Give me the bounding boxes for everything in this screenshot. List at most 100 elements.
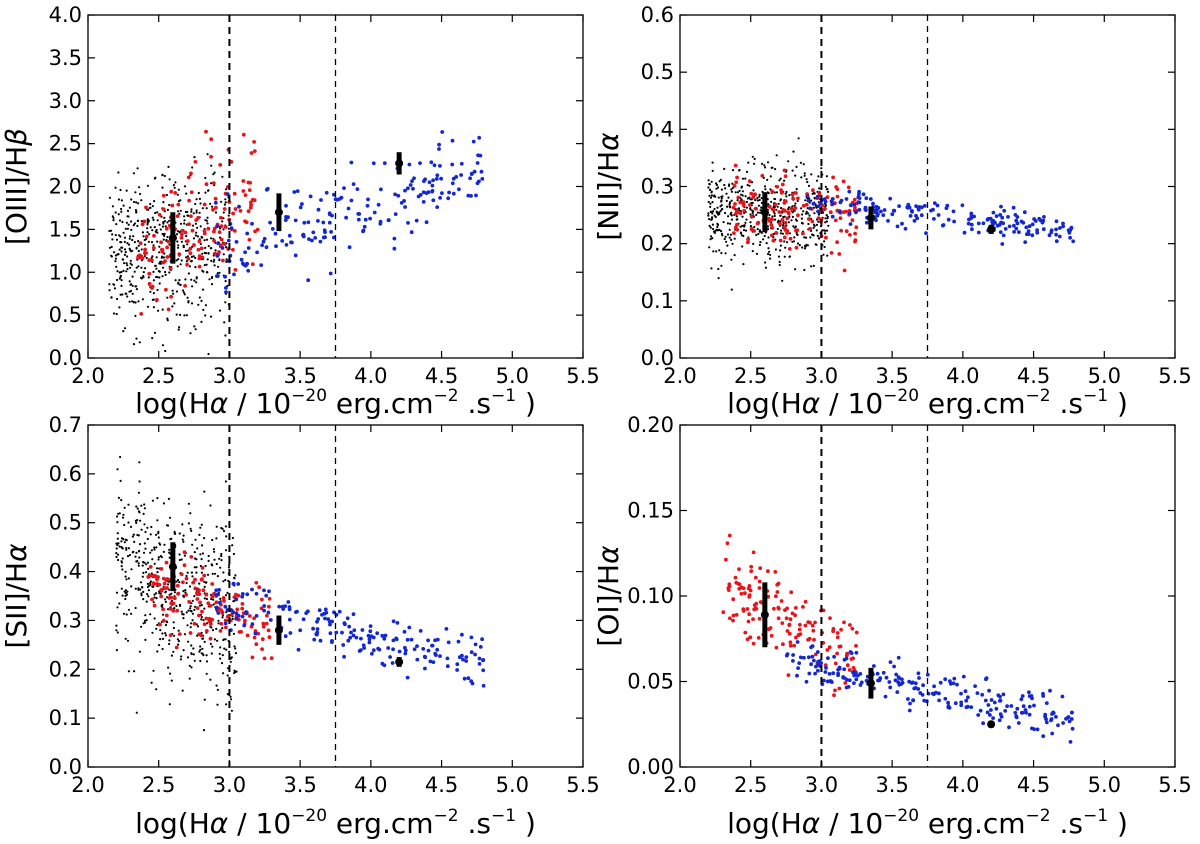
data-point [224,625,228,630]
data-point [199,648,202,651]
data-point [200,299,203,302]
data-point [758,229,762,232]
data-point [896,655,901,660]
data-point [140,504,143,507]
data-point [193,586,198,591]
data-point [140,248,143,251]
data-point [264,621,269,626]
data-point [126,227,129,230]
data-point [769,253,772,256]
data-point [207,189,210,192]
data-point [756,228,759,231]
y-tick-label: 0.3 [49,608,82,632]
data-point [356,212,361,216]
data-point [775,191,779,194]
data-point [998,213,1003,217]
data-point [131,300,134,303]
data-point [254,591,259,596]
data-point [204,129,208,134]
data-point [347,624,352,629]
data-point [128,554,131,557]
data-point [994,706,999,711]
data-point [224,188,228,191]
data-point [208,636,213,641]
data-point [823,206,827,211]
data-point [287,617,292,622]
data-point [112,219,115,222]
data-point [906,697,910,701]
data-point [143,507,146,510]
data-point [734,191,737,194]
data-point [414,218,419,223]
data-point [168,556,171,559]
data-point [844,197,849,201]
data-point [435,637,440,642]
data-point [124,251,127,254]
panel-sii: 2.0 2.5 3.0 3.5 4.0 4.5 5.0 5.50.00.10.20.30.40… [0,413,600,840]
data-point [153,200,156,203]
data-point [220,552,223,556]
data-point [146,227,149,230]
data-point [1047,233,1052,238]
data-point [179,222,183,225]
data-point [267,589,271,594]
data-point [797,661,802,665]
data-point [230,698,233,701]
data-point [747,584,752,588]
data-point [124,591,127,595]
data-point [812,223,816,226]
data-point [209,678,212,681]
data-point [204,304,207,307]
data-point [164,591,167,594]
error-bar-mean [760,610,769,619]
data-point [987,688,991,693]
data-point [736,191,740,194]
data-point [169,595,174,600]
data-point [1038,218,1043,223]
data-point [793,606,798,610]
data-point [127,521,130,524]
data-point [321,220,326,225]
data-point [861,192,866,197]
data-point [709,238,712,241]
data-point [749,221,752,224]
data-point [193,659,196,662]
data-point [151,246,156,250]
data-point [850,626,855,631]
data-point [781,224,784,227]
data-point [166,317,169,320]
data-point [1013,710,1018,715]
data-point [119,235,122,238]
data-point [168,642,171,646]
data-point [178,212,181,215]
data-point [727,533,732,538]
data-point [480,177,485,181]
data-point [157,556,160,559]
data-point [758,566,763,571]
data-point [233,576,236,580]
x-tick-label: 4.5 [425,773,458,797]
data-point [147,240,150,243]
data-point [355,187,360,192]
data-point [164,287,168,292]
y-label-greek: α [592,132,625,151]
data-point [155,228,158,232]
data-point [422,654,427,659]
data-point [141,575,144,578]
data-point [179,572,184,577]
data-point [340,630,344,635]
data-point [223,274,228,279]
data-point [1027,690,1031,695]
data-point [191,543,194,546]
data-point [963,689,968,694]
data-point [186,255,189,258]
data-point [760,173,765,178]
data-point [938,680,943,685]
data-point [852,197,857,202]
data-point [186,214,189,217]
data-point [744,177,747,180]
data-point [146,561,149,564]
data-point [961,674,966,679]
data-point [175,259,178,262]
data-point [1024,225,1029,230]
